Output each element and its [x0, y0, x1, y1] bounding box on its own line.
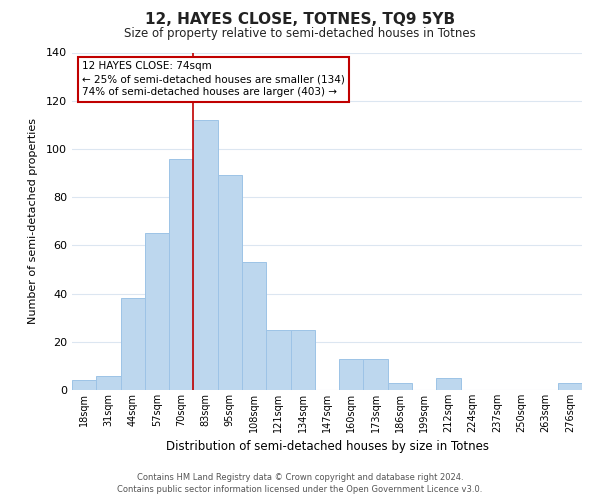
Bar [121, 298, 145, 390]
Y-axis label: Number of semi-detached properties: Number of semi-detached properties [28, 118, 38, 324]
Bar [169, 158, 193, 390]
Bar [145, 234, 169, 390]
Text: Contains HM Land Registry data © Crown copyright and database right 2024.
Contai: Contains HM Land Registry data © Crown c… [118, 472, 482, 494]
Bar [388, 383, 412, 390]
Text: Size of property relative to semi-detached houses in Totnes: Size of property relative to semi-detach… [124, 28, 476, 40]
Bar [558, 383, 582, 390]
Bar [242, 262, 266, 390]
Bar [290, 330, 315, 390]
Bar [218, 176, 242, 390]
Bar [436, 378, 461, 390]
Bar [72, 380, 96, 390]
Bar [339, 358, 364, 390]
Bar [364, 358, 388, 390]
Bar [193, 120, 218, 390]
Text: 12 HAYES CLOSE: 74sqm
← 25% of semi-detached houses are smaller (134)
74% of sem: 12 HAYES CLOSE: 74sqm ← 25% of semi-deta… [82, 61, 345, 98]
Text: 12, HAYES CLOSE, TOTNES, TQ9 5YB: 12, HAYES CLOSE, TOTNES, TQ9 5YB [145, 12, 455, 28]
X-axis label: Distribution of semi-detached houses by size in Totnes: Distribution of semi-detached houses by … [166, 440, 488, 454]
Bar [266, 330, 290, 390]
Bar [96, 376, 121, 390]
